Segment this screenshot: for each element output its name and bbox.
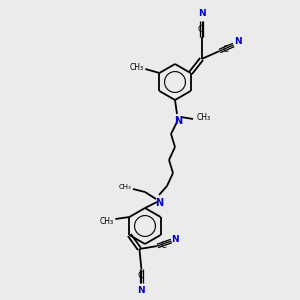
Text: C: C	[160, 242, 166, 250]
Text: N: N	[138, 286, 145, 295]
Text: N: N	[234, 38, 242, 46]
Text: CH₃: CH₃	[129, 62, 143, 71]
Text: CH₃: CH₃	[197, 113, 211, 122]
Text: N: N	[172, 235, 179, 244]
Text: N: N	[155, 198, 163, 208]
Text: C: C	[223, 46, 229, 55]
Text: N: N	[198, 9, 206, 18]
Text: CH₃: CH₃	[99, 217, 113, 226]
Text: C: C	[198, 25, 203, 34]
Text: C: C	[137, 272, 143, 280]
Text: N: N	[174, 116, 182, 126]
Text: CH₃: CH₃	[118, 184, 131, 190]
